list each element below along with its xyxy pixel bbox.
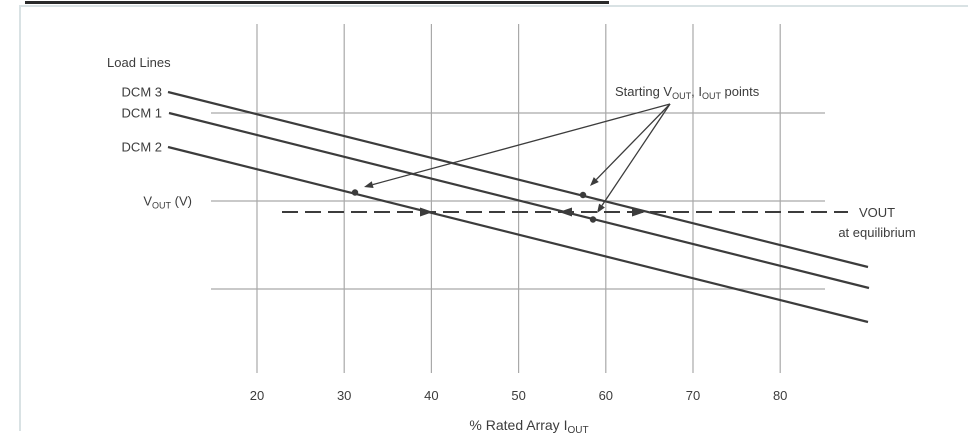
chart-title: Load Lines: [107, 55, 171, 70]
x-axis-label-subscript: OUT: [567, 425, 588, 436]
equilibrium-arrow-right-65: [632, 207, 645, 217]
tick-label-20: 20: [250, 388, 264, 403]
tick-label-50-part: 50: [511, 388, 525, 403]
y-axis-label: VOUT (V): [143, 194, 192, 211]
y-axis-label-part: (V): [171, 194, 192, 209]
tick-label-30-part: 30: [337, 388, 351, 403]
equilibrium-label-line1: VOUT: [859, 205, 895, 220]
load-line-dcm-3: [167, 90, 869, 269]
x-axis-label: % Rated Array IOUT: [469, 417, 588, 436]
series-label-dcm-3: DCM 3: [122, 85, 162, 100]
callout-label-part: points: [721, 84, 760, 99]
load-line-dcm-1: [168, 111, 870, 290]
y-axis-label-subscript: OUT: [152, 201, 172, 211]
callout-arrow-head-1: [364, 181, 374, 189]
callout-label-subscript: OUT: [702, 91, 722, 101]
equilibrium-label-line2-part: at equilibrium: [838, 225, 915, 240]
series-label-dcm-2-part: DCM 2: [122, 140, 162, 155]
equilibrium-arrow-right-40: [420, 207, 433, 217]
starting-point-dot-dcm-1: [589, 216, 597, 223]
tick-label-60: 60: [599, 388, 613, 403]
figure-frame-left: [19, 5, 21, 431]
load-line-dcm-2: [167, 145, 869, 324]
equilibrium-label-line1-part: VOUT: [859, 205, 895, 220]
equilibrium-label-line2: at equilibrium: [838, 225, 915, 240]
callout-arrow-head-3: [597, 203, 605, 213]
y-axis-label-part: V: [143, 194, 152, 209]
tick-label-20-part: 20: [250, 388, 264, 403]
starting-point-dot-dcm-2: [351, 189, 359, 196]
series-label-dcm-1: DCM 1: [122, 106, 162, 121]
callout-label-subscript: OUT: [672, 91, 692, 101]
callout-arrow-line-2: [595, 103, 671, 181]
tick-label-50: 50: [511, 388, 525, 403]
top-rule: [25, 1, 609, 4]
starting-point-dot-dcm-3: [579, 191, 587, 199]
series-label-dcm-2: DCM 2: [122, 140, 162, 155]
callout-label-part: Starting V: [615, 84, 672, 99]
series-label-dcm-3-part: DCM 3: [122, 85, 162, 100]
x-axis-label-part: % Rated Array I: [469, 417, 567, 433]
chart-title-part: Load Lines: [107, 55, 171, 70]
tick-label-80-part: 80: [773, 388, 787, 403]
tick-label-80: 80: [773, 388, 787, 403]
equilibrium-arrow-left-55: [559, 207, 572, 217]
tick-label-30: 30: [337, 388, 351, 403]
callout-label: Starting VOUT, IOUT points: [615, 84, 760, 101]
tick-label-60-part: 60: [599, 388, 613, 403]
callout-label-part: , I: [691, 84, 702, 99]
tick-label-70: 70: [686, 388, 700, 403]
series-label-dcm-1-part: DCM 1: [122, 106, 162, 121]
callout-arrow-line-1: [372, 103, 671, 186]
callout-arrow-line-3: [601, 103, 671, 206]
figure-frame-top: [19, 5, 968, 7]
tick-label-40: 40: [424, 388, 438, 403]
tick-label-70-part: 70: [686, 388, 700, 403]
tick-label-40-part: 40: [424, 388, 438, 403]
callout-arrow-head-2: [590, 177, 599, 186]
